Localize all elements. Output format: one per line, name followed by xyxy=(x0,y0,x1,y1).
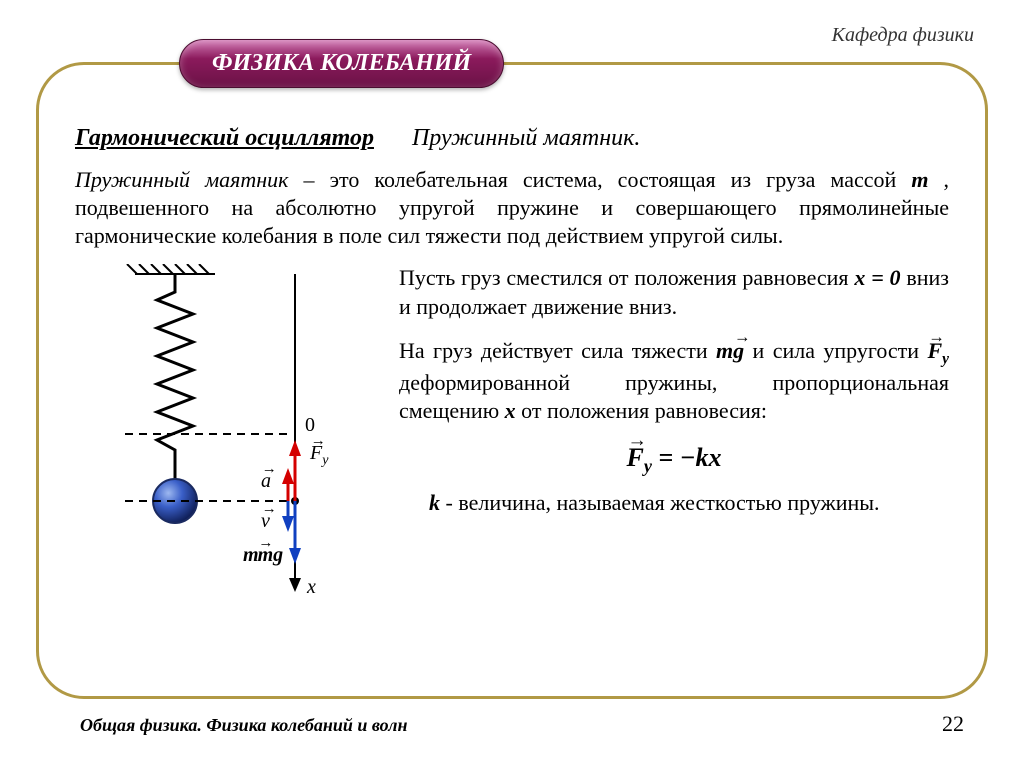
slide-footer: Общая физика. Физика колебаний и волн 22 xyxy=(80,711,964,737)
definition-dash: – xyxy=(288,167,329,192)
slide-title: ФИЗИКА КОЛЕБАНИЙ xyxy=(179,39,504,88)
label-v: v xyxy=(261,510,270,533)
symbol-fy: Fy xyxy=(927,338,949,363)
explanation-column: Пусть груз сместился от положения равнов… xyxy=(399,264,949,604)
definition-text1: это колебательная система, состоящая из … xyxy=(330,167,912,192)
label-a: a xyxy=(261,470,271,493)
symbol-x: x xyxy=(505,398,516,423)
page-number: 22 xyxy=(942,711,964,737)
para-forces: На груз действует сила тяжести mmgg и си… xyxy=(399,337,949,425)
subtitle-harmonic: Гармонический осциллятор xyxy=(75,125,374,151)
definition-term: Пружинный маятник xyxy=(75,167,288,192)
content-row: 0 Fy a v mmg x Пусть груз сместился от п… xyxy=(75,264,949,604)
label-fy: Fy xyxy=(310,442,328,469)
equation-hooke: Fy = −kx xyxy=(399,441,949,478)
subtitle-row: Гармонический осциллятор Пружинный маятн… xyxy=(75,125,949,152)
label-mg: mmg xyxy=(243,544,283,567)
variable-m: m xyxy=(911,167,928,192)
k-definition: k - величина, называемая жесткостью пруж… xyxy=(429,489,949,517)
definition-paragraph: Пружинный маятник – это колебательная си… xyxy=(75,166,949,250)
label-x: x xyxy=(307,576,316,599)
para-displacement: Пусть груз сместился от положения равнов… xyxy=(399,264,949,320)
department-header: Кафедра физики xyxy=(832,24,974,47)
eq-x-zero: x = 0 xyxy=(854,265,900,290)
content-frame: ФИЗИКА КОЛЕБАНИЙ Гармонический осциллято… xyxy=(36,62,988,699)
symbol-mg: mmgg xyxy=(716,338,744,363)
spring-diagram: 0 Fy a v mmg x xyxy=(75,264,375,604)
subtitle-spring: Пружинный маятник. xyxy=(412,125,640,151)
footer-course: Общая физика. Физика колебаний и волн xyxy=(80,715,407,736)
